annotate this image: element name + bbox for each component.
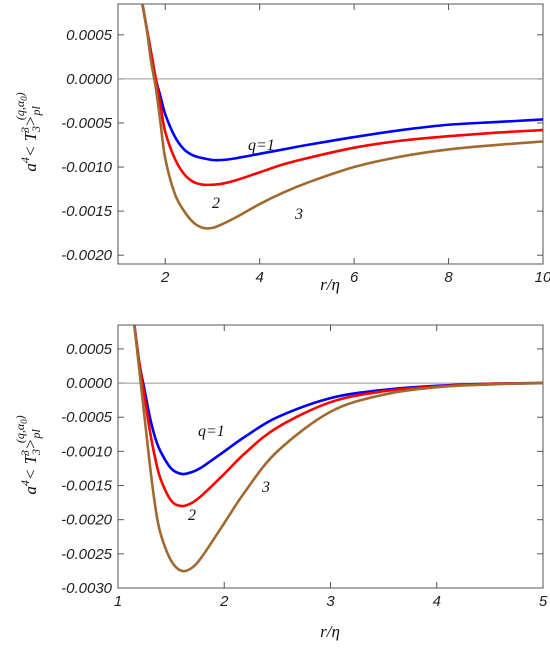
y-tick-label: 0.0005	[66, 341, 113, 358]
curves	[141, 4, 543, 230]
y-tick-label: -0.0005	[61, 115, 113, 132]
x-tick-label: 2	[219, 593, 229, 610]
ylabel-sup2: 3	[18, 450, 32, 457]
y-tick-label: -0.0010	[61, 443, 113, 460]
y-tick-label: -0.0015	[61, 478, 113, 495]
ticks: 2 4 6 8 10 0.0005 0.0000 -0.0005 -0.0010 -0.0015 -…	[61, 4, 550, 286]
ylabel-end: >	[21, 438, 40, 449]
curve-label-q3: 3	[294, 206, 303, 223]
x-axis-title: r/η	[320, 622, 340, 641]
x-tick-label: 4	[433, 593, 441, 610]
y-tick-label: -0.0025	[61, 546, 113, 563]
series-line-1	[133, 325, 543, 476]
x-tick-label: 2	[160, 269, 170, 286]
plot-frame	[117, 324, 544, 589]
x-axis-title: r/η	[320, 275, 340, 294]
chart-panel-top: 2 4 6 8 10 0.0005 0.0000 -0.0005 -0.0010 -0.0015 -…	[13, 3, 550, 294]
ylabel-qend: )	[13, 92, 27, 97]
series-line-2	[141, 4, 543, 187]
curve-label-q2: 2	[212, 195, 220, 212]
ylabel-q0: 0	[19, 96, 29, 101]
x-tick-label: 10	[535, 269, 550, 286]
series-line-3	[141, 4, 543, 230]
x-tick-label: 5	[539, 593, 548, 610]
curve-label-q2: 2	[188, 507, 196, 524]
y-tick-label: 0.0000	[66, 71, 113, 88]
ylabel-sup: 4	[18, 480, 32, 486]
ylabel-mid: < T	[21, 453, 40, 480]
svg-text:a4< T33>pl(q,α0): a4< T33>pl(q,α0)	[13, 415, 43, 494]
series-line-3	[133, 325, 543, 573]
ylabel-end: >	[21, 115, 40, 126]
ylabel-q: (q,α	[13, 100, 27, 120]
y-tick-label: -0.0005	[61, 409, 113, 426]
ylabel-pl: pl	[29, 428, 43, 439]
curve-label-q1: q=1	[248, 137, 275, 154]
y-tick-label: -0.0015	[61, 203, 113, 220]
labels: q=1 2 3	[188, 423, 270, 524]
labels: q=1 2 3	[212, 137, 303, 223]
curves	[133, 325, 543, 573]
y-tick-label: 0.0000	[66, 375, 113, 392]
x-tick-label: 4	[255, 269, 263, 286]
ylabel-a: a	[21, 486, 40, 495]
y-tick-label: -0.0010	[61, 159, 113, 176]
ticks: 1 2 3 4 5 0.0005 0.0000 -0.0005 -0.0010 -0.0015 -0…	[61, 325, 548, 610]
ylabel-q0: 0	[19, 419, 29, 424]
y-tick-label: 0.0005	[66, 27, 113, 44]
ylabel-q: (q,α	[13, 423, 27, 443]
ylabel-a: a	[21, 163, 40, 172]
y-tick-label: -0.0020	[61, 247, 113, 264]
curve-label-q1: q=1	[198, 423, 225, 440]
ylabel-sub: 3	[29, 449, 43, 456]
series-line-1	[141, 4, 543, 162]
ylabel-mid: < T	[21, 130, 40, 157]
y-axis-title: a4< T33>pl(q,α0)	[13, 92, 43, 171]
ylabel-qend: )	[13, 415, 27, 420]
chart-panel-bottom: 1 2 3 4 5 0.0005 0.0000 -0.0005 -0.0010 -0.0015 -0…	[13, 324, 548, 641]
y-axis-title: a4< T33>pl(q,α0)	[13, 415, 43, 494]
ylabel-sup: 4	[18, 157, 32, 163]
svg-text:a4< T33>pl(q,α0): a4< T33>pl(q,α0)	[13, 92, 43, 171]
ylabel-sup2: 3	[18, 127, 32, 134]
x-tick-label: 8	[444, 269, 453, 286]
curve-label-q3: 3	[261, 479, 270, 496]
x-tick-label: 1	[114, 593, 122, 610]
x-tick-label: 3	[326, 593, 335, 610]
x-tick-label: 6	[350, 269, 359, 286]
plot-frame	[117, 3, 544, 265]
y-tick-label: -0.0020	[61, 512, 113, 529]
ylabel-sub: 3	[29, 126, 43, 133]
ylabel-pl: pl	[29, 105, 43, 116]
series-line-2	[133, 325, 543, 508]
y-tick-label: -0.0030	[61, 580, 113, 597]
